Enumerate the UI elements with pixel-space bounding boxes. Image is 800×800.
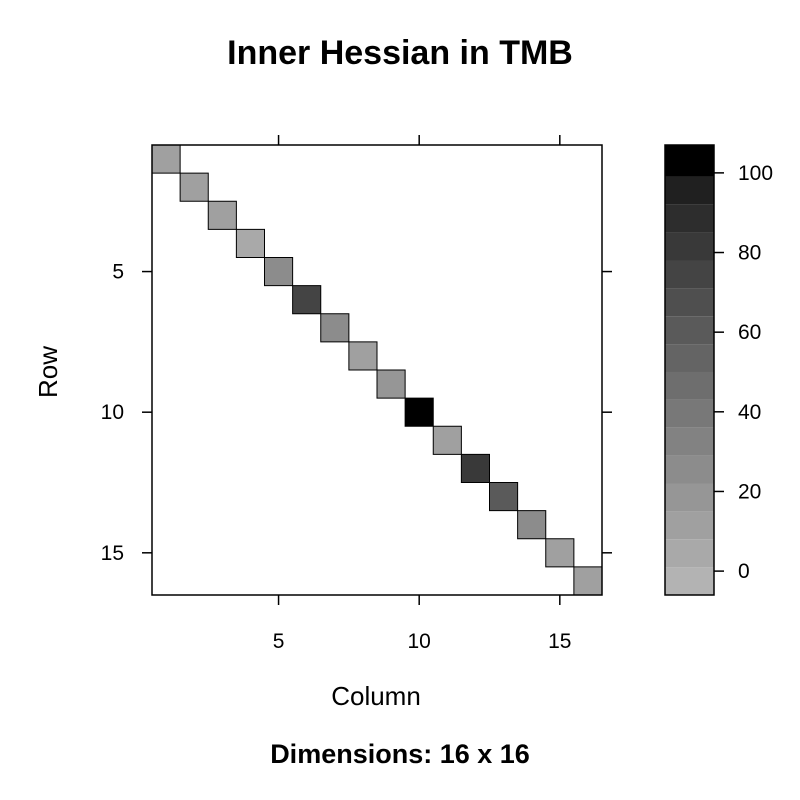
heatmap-cell: [432, 425, 462, 455]
colorbar-tick-label: 60: [738, 321, 761, 344]
colorbar-band: [665, 176, 714, 205]
heatmap-cell: [517, 510, 547, 540]
colorbar-band: [665, 316, 714, 345]
heatmap-cells: [151, 144, 603, 596]
colorbar-band: [665, 511, 714, 540]
colorbar-band: [665, 567, 714, 595]
colorbar-tick-label: 80: [738, 242, 761, 265]
heatmap-cell: [376, 369, 406, 399]
heatmap-cell: [573, 566, 603, 596]
chart-title: Inner Hessian in TMB: [227, 34, 573, 72]
colorbar-frame: [664, 144, 715, 596]
colorbar-band: [665, 344, 714, 372]
colorbar-band: [665, 455, 714, 484]
plot-frame: [151, 144, 603, 596]
heatmap-cell: [545, 538, 575, 568]
x-tick-label: 5: [273, 630, 285, 653]
heatmap-cell: [179, 172, 209, 202]
colorbar-band: [665, 145, 714, 177]
heatmap-cell: [348, 341, 378, 371]
heatmap-cell: [235, 228, 265, 258]
colorbar-tick-label: 100: [738, 162, 773, 185]
colorbar-band: [665, 539, 714, 568]
colorbar-band: [665, 399, 714, 428]
x-tick-label: 15: [548, 630, 571, 653]
colorbar-band: [665, 427, 714, 456]
y-tick-label: 5: [112, 261, 124, 284]
colorbar-band: [665, 204, 714, 233]
colorbar: 0 20 40 60 80 100: [665, 145, 773, 595]
colorbar-band: [665, 371, 714, 400]
heatmap-cell: [292, 285, 322, 315]
colorbar-tick-label: 20: [738, 480, 761, 503]
colorbar-band: [665, 260, 714, 289]
colorbar-band: [665, 288, 714, 317]
axis-ticks: 5 10 15 5 10 15: [101, 135, 612, 653]
y-tick-label: 10: [101, 401, 124, 424]
colorbar-band: [665, 483, 714, 512]
chart-subtitle: Dimensions: 16 x 16: [270, 739, 530, 769]
heatmap-cell: [264, 257, 294, 287]
x-axis-label: Column: [331, 681, 421, 711]
colorbar-tick-label: 40: [738, 401, 761, 424]
heatmap-cell: [460, 453, 490, 483]
heatmap-cell: [151, 144, 181, 174]
y-tick-label: 15: [101, 542, 124, 565]
heatmap-cell: [207, 200, 237, 230]
y-axis-label: Row: [33, 346, 63, 398]
heatmap-cell: [404, 397, 434, 427]
x-tick-label: 10: [408, 630, 431, 653]
colorbar-band: [665, 232, 714, 261]
heatmap-cell: [489, 482, 519, 512]
colorbar-tick-label: 0: [738, 560, 750, 583]
heatmap-cell: [320, 313, 350, 343]
